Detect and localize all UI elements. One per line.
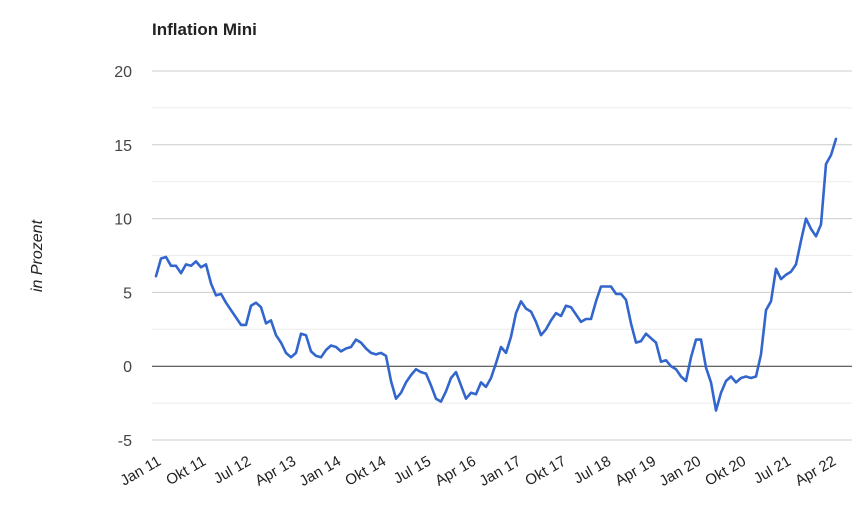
x-tick-label: Jan 17 (476, 453, 524, 490)
x-tick-label: Jan 20 (656, 453, 704, 490)
y-axis-label: in Prozent (29, 219, 46, 292)
x-tick-label: Jul 18 (571, 453, 614, 488)
x-tick-label: Jul 15 (391, 453, 434, 488)
x-tick-label: Okt 17 (522, 453, 569, 490)
x-tick-label: Jul 21 (751, 453, 794, 488)
series-lines (154, 137, 838, 412)
x-tick-label: Okt 20 (702, 453, 749, 490)
x-tick-label: Apr 19 (612, 453, 659, 490)
y-tick-label: 10 (114, 212, 132, 229)
y-axis-ticks: 20 15 10 5 0 -5 (114, 64, 132, 450)
series-line (154, 137, 838, 412)
x-tick-label: Jan 11 (117, 453, 164, 490)
y-tick-label: 15 (114, 138, 132, 155)
chart-title: Inflation Mini (152, 20, 257, 39)
y-tick-label: 5 (123, 285, 132, 302)
x-tick-label: Okt 14 (342, 453, 389, 490)
x-tick-label: Okt 11 (163, 453, 209, 489)
gridlines (152, 70, 852, 441)
x-tick-label: Apr 22 (792, 453, 839, 490)
y-tick-label: 0 (123, 359, 132, 376)
y-tick-label: -5 (118, 433, 132, 450)
x-tick-label: Apr 16 (432, 453, 479, 490)
x-tick-label: Jul 12 (211, 453, 254, 488)
y-tick-label: 20 (114, 64, 132, 81)
x-tick-label: Apr 13 (252, 453, 299, 490)
x-tick-label: Jan 14 (296, 453, 344, 490)
